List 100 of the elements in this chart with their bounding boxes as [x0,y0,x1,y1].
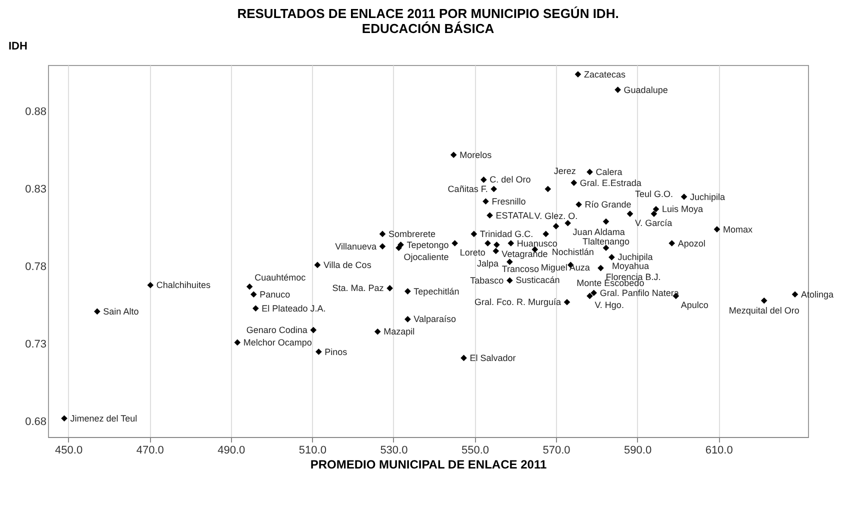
annotation: Mazapil [384,326,415,337]
point [792,291,798,298]
point [147,282,154,288]
point [652,206,660,212]
annotation: Fresnillo [492,196,526,206]
annotation: Chalchihuites [156,280,211,290]
annotation: Sombrerete [388,228,436,239]
annotation: Valparaíso [414,314,456,324]
point [586,168,593,176]
point [379,243,386,250]
annotation: Genaro Codina [246,325,308,336]
point [404,316,411,322]
point [94,308,100,315]
point [234,339,241,346]
point [576,201,582,208]
x-tick-label: 530.0 [380,444,408,456]
annotation: Atolinga [800,289,834,300]
point [492,248,500,254]
point [542,230,550,238]
x-tick-label: 510.0 [298,444,326,456]
point [374,328,381,335]
annotation: Tepechitlán [414,286,460,296]
point [494,242,500,248]
y-tick-label: 0.78 [25,261,46,273]
annotation: Susticacán [516,274,560,285]
point [404,288,411,294]
point [598,264,604,272]
annotation: Sta. Ma. Paz [332,283,384,294]
annotation: V. Glez. O. [534,211,578,222]
x-tick-label: 590.0 [624,444,652,456]
annotation: Calera [596,166,622,177]
annotation: El Plateado J.A. [262,303,326,314]
point [590,290,597,296]
point [61,415,68,422]
annotation: Trancoso [502,264,540,274]
point [668,240,676,246]
point [544,186,552,192]
annotation: C. del Oro [490,174,531,185]
annotation: Jerez [554,166,576,176]
point [490,186,497,192]
point [552,223,560,230]
annotation: Pinos [324,346,348,357]
annotation: V. Hgo. [594,300,624,310]
point [608,254,615,260]
point [452,240,458,246]
point [614,86,621,93]
annotation: Luis Moya [662,204,704,214]
y-tick-label: 0.83 [25,184,46,196]
annotation: Melchor Ocampo [243,337,312,348]
point [570,180,578,186]
annotation: Jimenez del Teul [70,413,138,424]
annotation: ESTATAL [496,210,534,220]
annotation: Moyahua [612,260,650,271]
point [310,326,317,334]
annotation: Juan Aldama [572,227,625,238]
point [602,218,610,225]
annotation: Loreto [460,247,486,258]
annotation: Tlaltenango [582,236,630,247]
point [680,194,688,200]
x-tick-label: 570.0 [542,444,570,456]
x-tick-label: 470.0 [136,444,164,456]
annotation: Mezquital del Oro [728,306,800,316]
annotation: Villa de Cos [323,260,372,270]
point [480,176,487,183]
y-axis-title: IDH [8,40,28,52]
annotation: Río Grande [584,200,632,210]
annotation: Ojocaliente [404,252,449,262]
annotation: Momax [722,224,753,234]
point [482,198,489,205]
point [316,348,322,355]
point [314,262,321,268]
point [650,210,658,217]
annotation: Nochistlán [552,246,594,257]
point [486,212,493,219]
point [506,258,513,266]
point [564,220,571,226]
annotation: Zacatecas [584,69,626,80]
annotation: Sain Alto [103,306,139,316]
annotation: V. García [634,218,672,228]
point [386,285,393,292]
point [508,240,514,246]
point [586,292,593,300]
annotation: Villanueva [335,241,376,252]
point [506,277,513,284]
y-tick-label: 0.73 [25,338,46,350]
annotation: Morelos [460,150,492,160]
annotation: Apulco [680,300,708,310]
chart-title: RESULTADOS DE ENLACE 2011 POR MUNICIPIO SEGÚN IDH. EDUCACIÓN BÁSICA [237,6,619,36]
x-tick-label: 450.0 [55,444,83,456]
annotation: Guadalupe [624,84,668,95]
annotation: Panuco [260,289,290,300]
annotation: Tepetongo [406,240,449,250]
point [574,71,582,78]
point [460,354,467,362]
point [379,230,386,238]
annotation: Juchipila [618,252,653,262]
point [396,244,402,252]
annotation: Apozol [678,238,706,248]
annotation: Gral. E.Estrada [580,178,642,188]
annotation: Gral. Fco. R. Murguía [474,297,561,308]
